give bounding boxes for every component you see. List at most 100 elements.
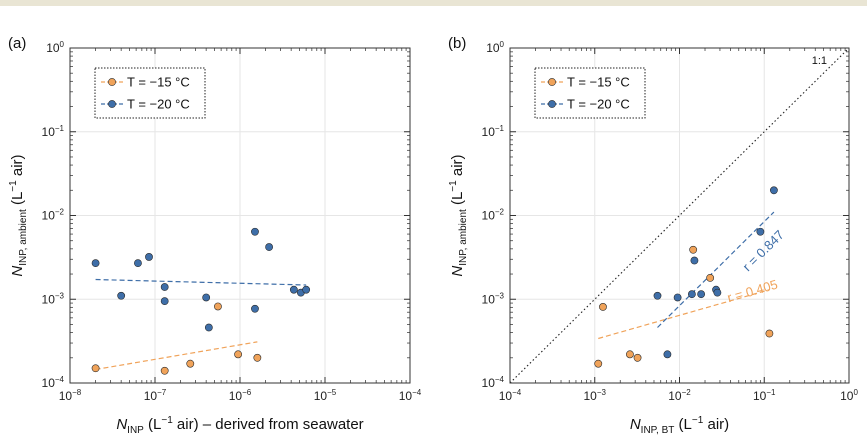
legend-marker-series-0 — [108, 78, 116, 86]
y-tick-exponent: −3 — [55, 291, 65, 300]
y-tick-label: 10−4 — [42, 375, 65, 390]
data-point-series-1 — [687, 290, 696, 299]
data-point-series-0 — [706, 273, 715, 282]
x-tick-label: 10−7 — [144, 388, 167, 403]
x-axis-title-tail: air) – derived from seawater — [173, 416, 364, 433]
y-axis-title: NINP, ambient (L−1 air) — [8, 154, 29, 276]
y-tick-exponent: 0 — [60, 40, 65, 49]
data-point-series-1 — [251, 227, 259, 236]
data-point-series-1 — [160, 297, 169, 306]
data-point-series-1 — [160, 283, 169, 291]
data-point-series-1 — [265, 243, 274, 251]
x-tick-base: 10 — [314, 389, 328, 403]
x-axis-title-unit: (L — [674, 416, 692, 433]
data-point-series-1 — [145, 253, 153, 261]
legend: T = −15 °C T = −20 °C — [94, 67, 206, 119]
data-point-series-0 — [91, 364, 100, 373]
data-point-series-0 — [689, 245, 698, 254]
x-axis-title-main: N — [116, 416, 127, 433]
y-tick-label: 10−1 — [482, 124, 505, 139]
legend-marker-series-1 — [108, 100, 116, 108]
x-tick-label: 100 — [840, 388, 858, 403]
x-tick-base: 10 — [840, 389, 854, 403]
legend-label-series-0: T = −15 °C — [127, 75, 190, 90]
legend-label-series-1: T = −20 °C — [567, 97, 630, 112]
y-tick-label: 10−2 — [42, 208, 65, 223]
x-tick-label: 10−2 — [668, 388, 691, 403]
panel-a: 10−8 10−7 10−6 10−5 10−410−410−310−210−1100(… — [8, 35, 422, 436]
y-tick-label: 10−3 — [482, 291, 505, 306]
y-tick-exponent: −2 — [495, 208, 505, 217]
x-tick-exponent: −2 — [682, 388, 692, 397]
header-band — [0, 0, 867, 6]
x-tick-exponent: −4 — [412, 388, 422, 397]
y-tick-base: 10 — [482, 125, 496, 139]
y-tick-label: 10−1 — [42, 124, 65, 139]
y-axis-title-tail: air) — [449, 154, 466, 180]
y-tick-exponent: −4 — [55, 375, 65, 384]
y-tick-label: 100 — [46, 40, 64, 55]
x-tick-base: 10 — [668, 389, 682, 403]
data-point-series-0 — [253, 353, 262, 362]
data-point-series-1 — [697, 290, 706, 299]
data-point-series-0 — [214, 302, 222, 311]
x-tick-exponent: −1 — [766, 388, 776, 397]
x-tick-exponent: −5 — [327, 388, 337, 397]
y-tick-base: 10 — [482, 209, 496, 223]
data-point-series-1 — [204, 323, 213, 332]
y-tick-label: 10−2 — [482, 208, 505, 223]
x-axis-title-exponent: −1 — [161, 415, 173, 426]
data-point-series-1 — [289, 285, 298, 294]
fit-line-series-0 — [598, 289, 770, 340]
legend-marker-series-1 — [548, 100, 556, 108]
y-axis-title-main: N — [449, 266, 466, 277]
x-axis-title-subscript: INP, BT — [641, 425, 675, 436]
y-tick-exponent: −4 — [495, 375, 505, 384]
x-tick-exponent: −7 — [157, 388, 167, 397]
y-axis-title-exponent: −1 — [448, 180, 459, 192]
x-tick-exponent: −3 — [597, 388, 607, 397]
x-tick-base: 10 — [59, 389, 73, 403]
x-axis-title: NINP (L−1 air) – derived from seawater — [116, 415, 363, 436]
data-point-series-1 — [673, 293, 682, 302]
x-tick-base: 10 — [499, 389, 513, 403]
x-tick-label: 10−5 — [314, 388, 337, 403]
y-axis-title-main: N — [9, 266, 26, 277]
y-tick-base: 10 — [46, 41, 60, 55]
reference-line-1-1 — [509, 47, 850, 384]
panel-label: (a) — [8, 35, 26, 52]
y-tick-base: 10 — [482, 376, 496, 390]
x-axis-title-subscript: INP — [127, 425, 144, 436]
data-point-series-0 — [234, 350, 243, 359]
x-axis-title: NINP, BT (L−1 air) — [630, 415, 729, 436]
y-axis-title-subscript: INP, ambient — [18, 209, 29, 266]
x-tick-label: 10−6 — [229, 388, 252, 403]
data-point-series-0 — [594, 359, 603, 368]
panel-label: (b) — [448, 35, 466, 52]
y-axis-title-unit: (L — [9, 192, 26, 210]
data-point-series-1 — [713, 288, 722, 297]
data-point-series-1 — [663, 350, 672, 359]
correlation-label: r = 0.405 — [726, 277, 780, 306]
y-tick-label: 10−3 — [42, 291, 65, 306]
legend-marker-series-0 — [548, 78, 556, 86]
y-tick-label: 10−4 — [482, 375, 505, 390]
x-tick-exponent: −6 — [242, 388, 252, 397]
x-tick-label: 10−1 — [753, 388, 776, 403]
x-tick-label: 10−8 — [59, 388, 82, 403]
data-point-series-1 — [202, 293, 211, 302]
data-point-series-0 — [186, 359, 195, 368]
y-axis-title: NINP, ambient (L−1 air) — [448, 154, 469, 276]
data-point-series-0 — [160, 366, 169, 375]
legend-box — [534, 67, 646, 119]
fit-line-series-1 — [657, 211, 775, 328]
x-axis-title-unit: (L — [144, 416, 162, 433]
x-tick-label: 10−4 — [499, 388, 522, 403]
y-tick-base: 10 — [42, 292, 56, 306]
reference-line-label: 1:1 — [812, 55, 827, 67]
y-tick-base: 10 — [482, 292, 496, 306]
x-axis-title-main: N — [630, 416, 641, 433]
y-tick-exponent: −1 — [55, 124, 65, 133]
data-point-series-0 — [626, 350, 634, 359]
